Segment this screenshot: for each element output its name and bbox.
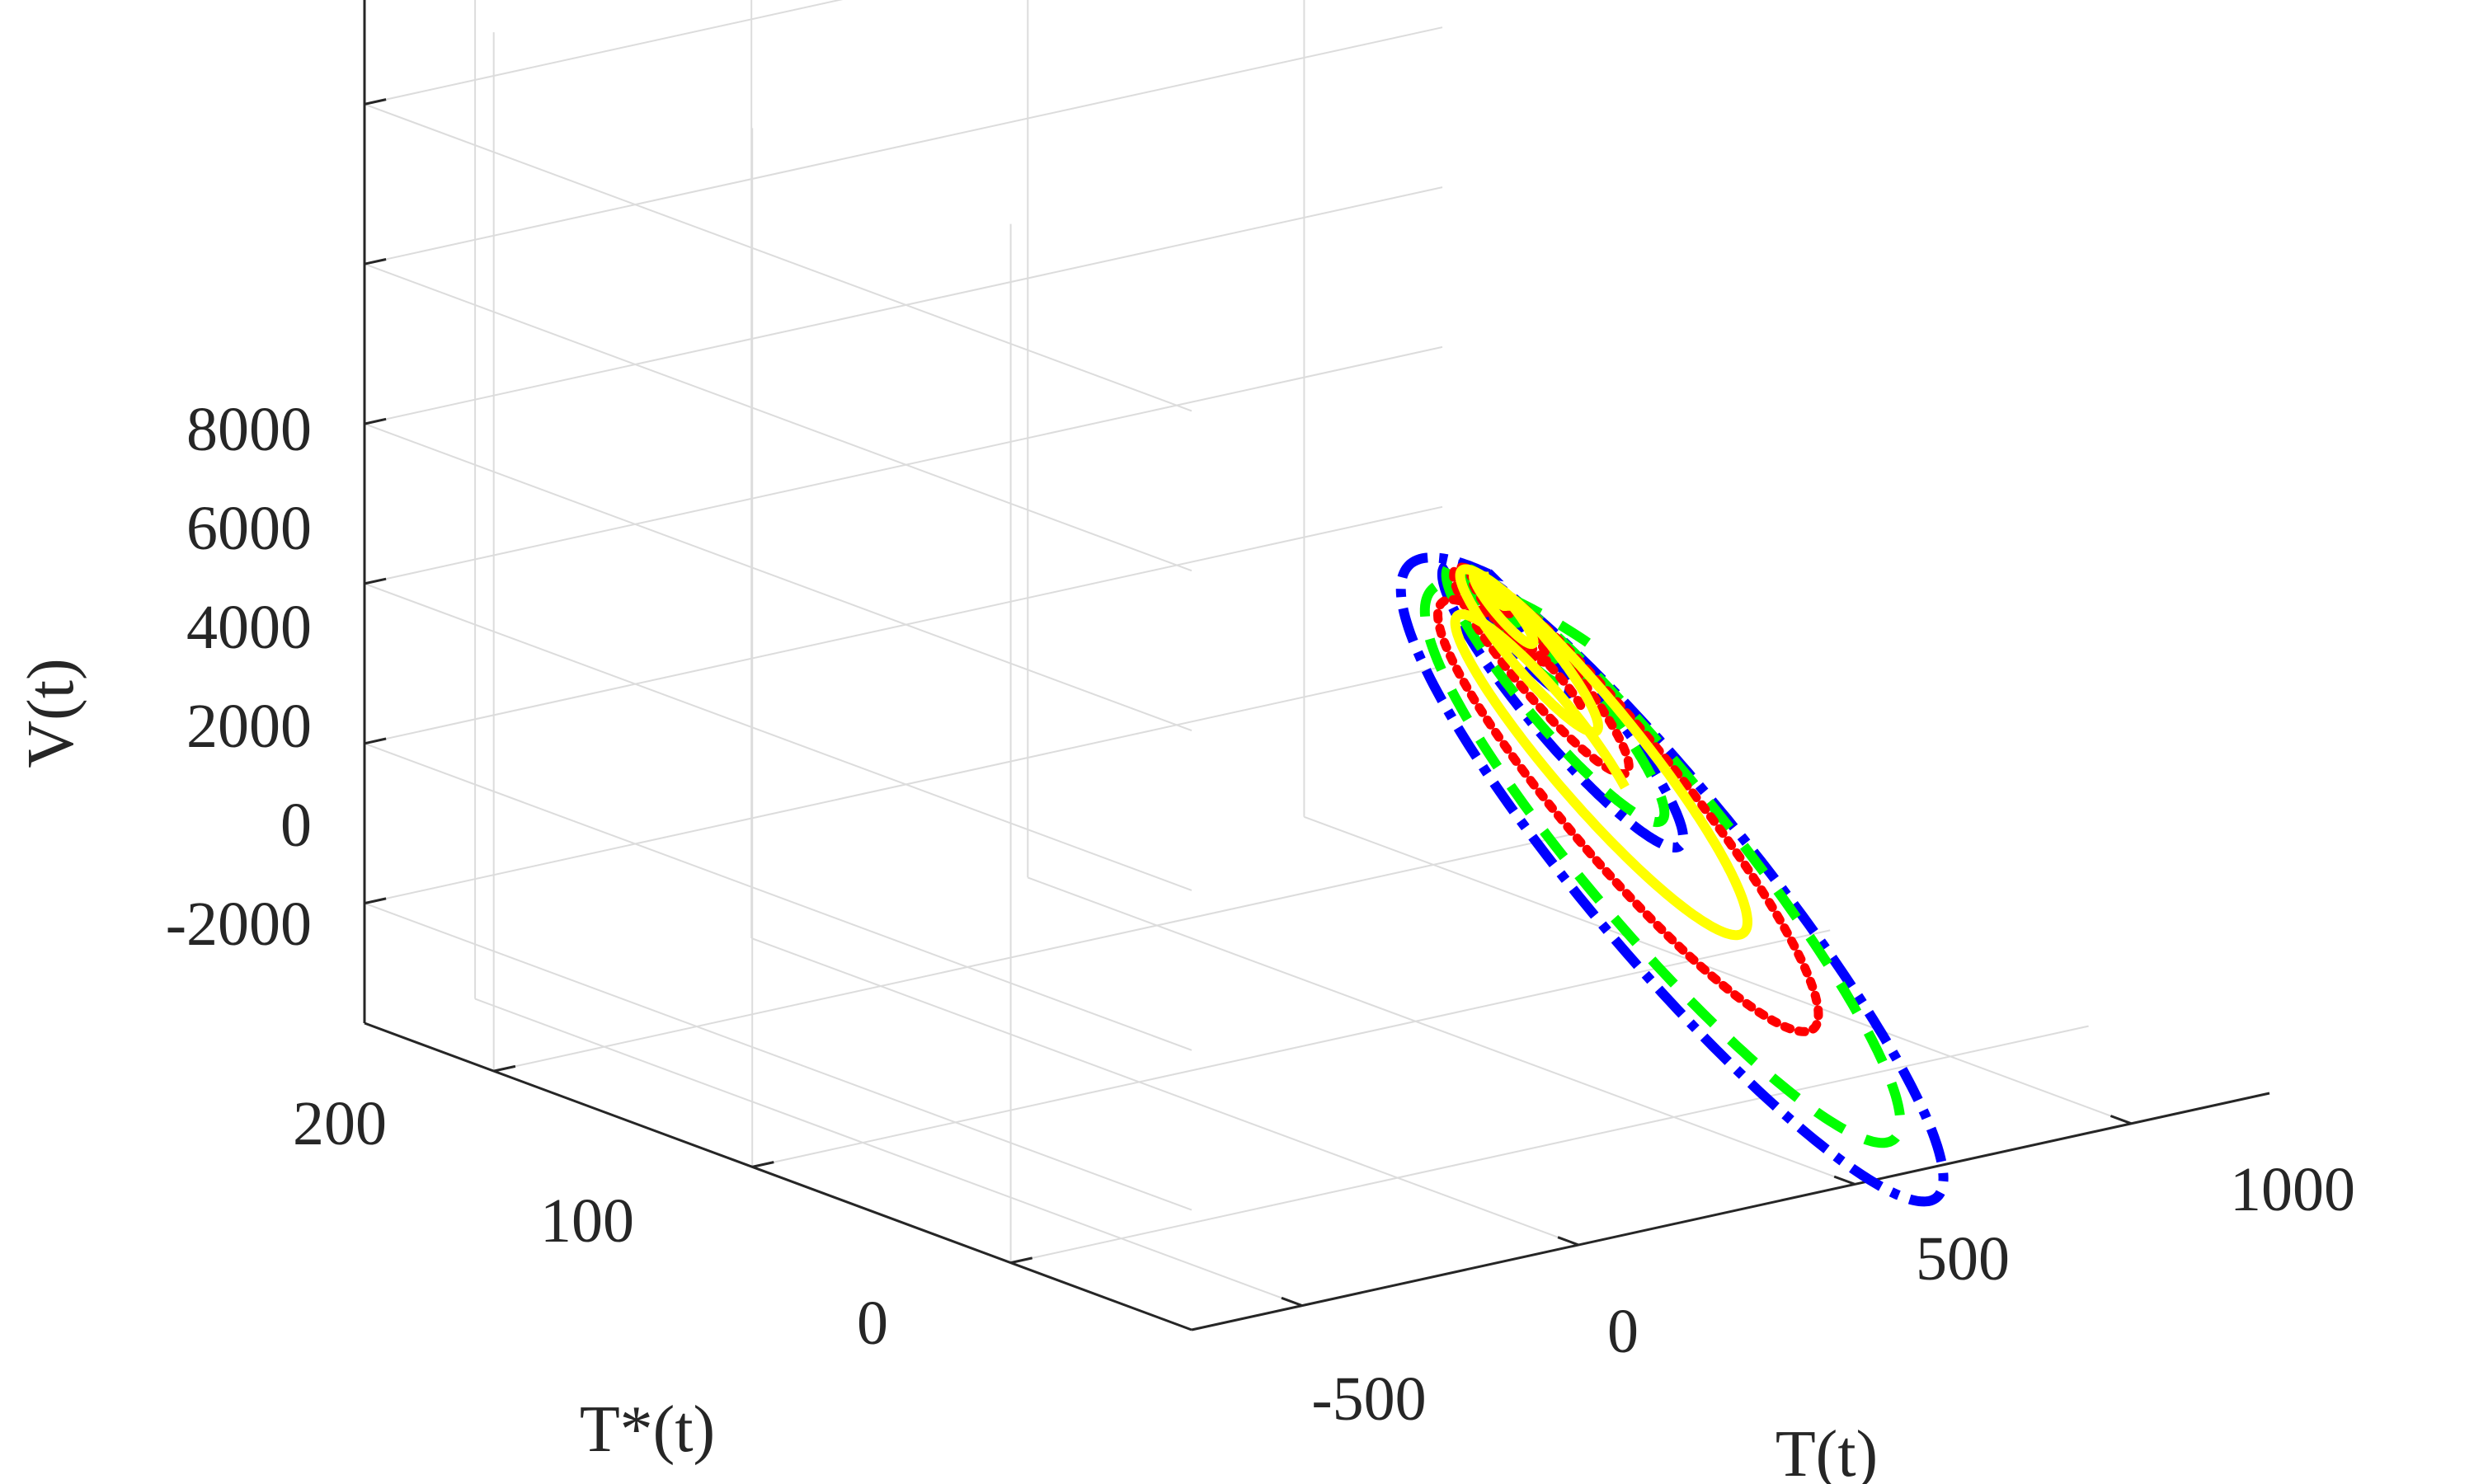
z-tick-label: 4000 (186, 593, 312, 662)
axis-labels: -2000 0 2000 4000 6000 8000 0 100 200 -5… (15, 395, 2355, 1484)
grid-line (364, 742, 1192, 1051)
grid-line (364, 263, 1192, 572)
x-tick-label: 1000 (2230, 1155, 2355, 1224)
y-tick (493, 1064, 516, 1073)
grid-line (750, 937, 1579, 1246)
grid-line (474, 998, 1303, 1307)
axes (363, 0, 2270, 1331)
grid-line (751, 929, 1831, 1168)
grid-line (493, 834, 1572, 1073)
x-tick (2109, 1115, 2132, 1125)
y-axis-line (364, 1021, 1192, 1331)
grid-line (364, 26, 1443, 265)
grid-line (364, 345, 1443, 585)
z-tick-label: -2000 (166, 890, 312, 959)
x-axis-line (1191, 1092, 2270, 1331)
y-axis-label: T*(t) (580, 1393, 715, 1466)
grid-line (1304, 815, 2132, 1125)
grid-line (1027, 876, 1856, 1186)
z-tick (364, 577, 387, 585)
z-tick-label: 2000 (186, 692, 312, 761)
grid-line (364, 505, 1443, 744)
y-tick-label: 0 (857, 1289, 888, 1358)
grid-line (364, 902, 1192, 1211)
x-tick-label: 500 (1916, 1224, 2010, 1294)
z-tick (364, 417, 387, 425)
z-tick-label: 0 (280, 791, 312, 860)
grid-line (364, 0, 844, 106)
x-tick-label: -500 (1311, 1364, 1426, 1434)
x-tick-label: 0 (1607, 1297, 1639, 1366)
grid-line (364, 103, 1192, 412)
grid-line (364, 186, 1443, 425)
x-tick (1833, 1175, 1856, 1186)
x-tick (1557, 1236, 1579, 1247)
grid-line (364, 665, 1443, 904)
z-tick (364, 258, 387, 265)
z-tick (364, 897, 387, 905)
grid (364, 0, 2132, 1307)
trajectories (1395, 552, 1949, 1207)
grid-line (364, 582, 1192, 891)
z-tick (364, 98, 387, 106)
z-tick-label: 8000 (186, 395, 312, 464)
z-tick-label: 6000 (186, 494, 312, 563)
z-tick (364, 737, 387, 745)
series-line-trajectory-4 (1450, 564, 1752, 941)
x-tick (1281, 1296, 1303, 1308)
y-tick-label: 100 (540, 1186, 634, 1256)
x-axis-label: T(t) (1776, 1418, 1878, 1484)
y-tick (1010, 1256, 1033, 1265)
grid-line (364, 423, 1192, 732)
grid-line (1010, 1025, 2089, 1264)
y-tick-label: 200 (293, 1089, 387, 1158)
y-tick (751, 1161, 774, 1168)
z-axis-label: V(t) (15, 658, 87, 768)
